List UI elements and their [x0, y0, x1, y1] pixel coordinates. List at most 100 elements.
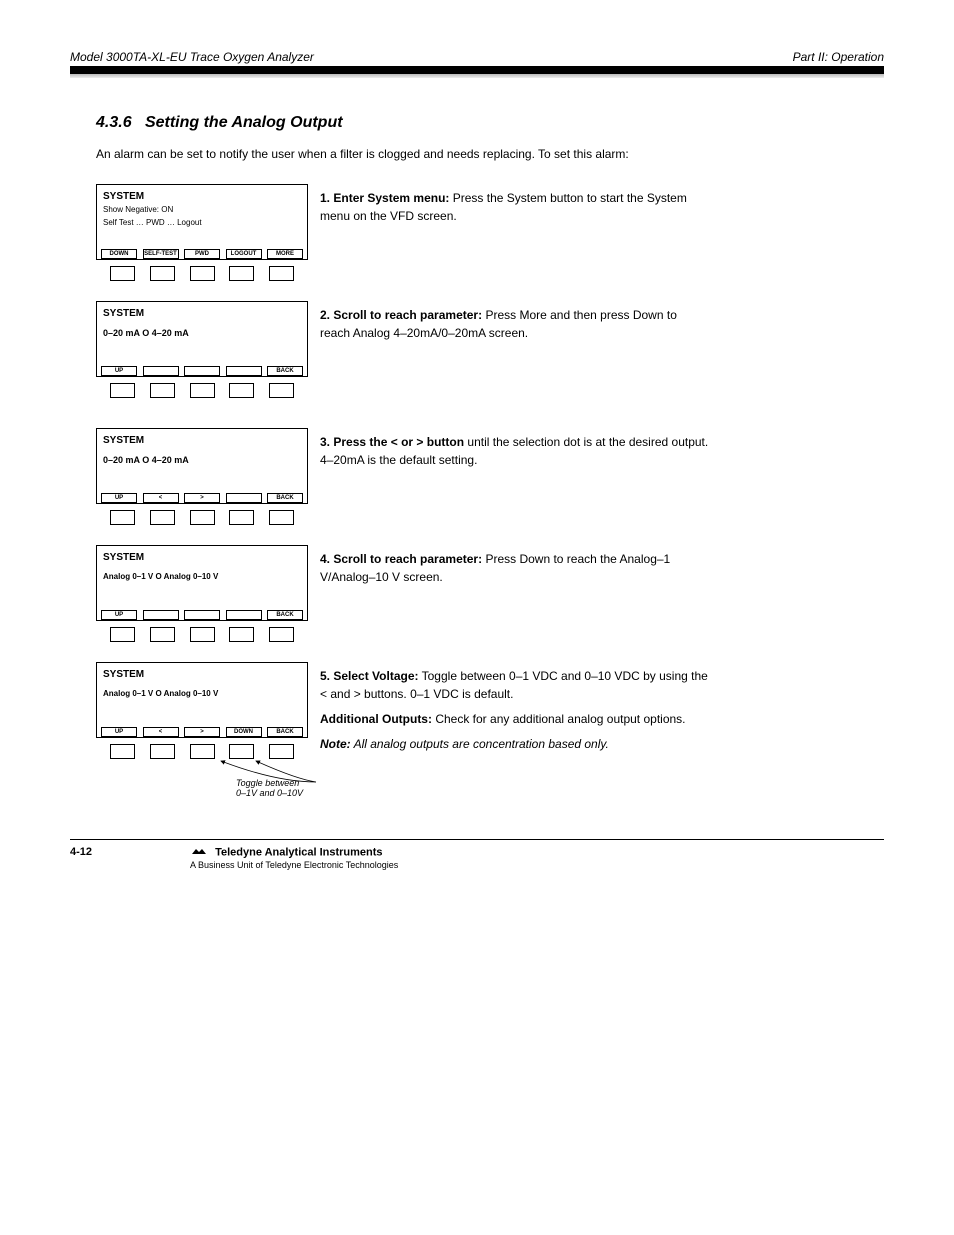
section-number: 4.3.6	[96, 114, 132, 131]
hw-button[interactable]	[229, 627, 254, 642]
step-title: Select Voltage:	[333, 669, 418, 683]
step-4-desc: 4. Scroll to reach parameter: Press Down…	[308, 545, 710, 586]
display-screen: SYSTEM Show Negative: ON Self Test … PWD…	[96, 184, 308, 260]
soft-label: <	[143, 493, 179, 503]
footer-company: Teledyne Analytical Instruments	[215, 846, 383, 858]
soft-label-row: UP < > DOWN BACK	[101, 727, 303, 737]
hw-button[interactable]	[269, 744, 294, 759]
hw-button[interactable]	[110, 383, 135, 398]
button-row	[96, 266, 308, 281]
soft-label: SELF-TEST	[143, 249, 179, 259]
header: Model 3000TA-XL-EU Trace Oxygen Analyzer…	[70, 50, 884, 78]
soft-label	[184, 366, 220, 376]
step-2-desc: 2. Scroll to reach parameter: Press More…	[308, 301, 710, 342]
hw-button[interactable]	[229, 510, 254, 525]
button-row	[96, 383, 308, 398]
step-5-row: SYSTEM Analog 0–1 V O Analog 0–10 V UP <…	[96, 662, 884, 799]
hw-button[interactable]	[269, 627, 294, 642]
soft-label: UP	[101, 610, 137, 620]
screen-title: SYSTEM	[103, 552, 301, 564]
soft-label	[143, 610, 179, 620]
step-4-row: SYSTEM Analog 0–1 V O Analog 0–10 V UP B…	[96, 545, 884, 642]
soft-label: LOGOUT	[226, 249, 262, 259]
soft-label	[226, 493, 262, 503]
soft-label: BACK	[267, 493, 303, 503]
display-screen: SYSTEM 0–20 mA O 4–20 mA UP BACK	[96, 301, 308, 377]
soft-label: MORE	[267, 249, 303, 259]
step-1-row: SYSTEM Show Negative: ON Self Test … PWD…	[96, 184, 884, 281]
page: Model 3000TA-XL-EU Trace Oxygen Analyzer…	[0, 0, 954, 921]
soft-label-row: UP BACK	[101, 366, 303, 376]
display-unit-2: SYSTEM 0–20 mA O 4–20 mA UP BACK	[96, 301, 308, 398]
footer: 4-12 Teledyne Analytical Instruments A B…	[70, 839, 884, 871]
step-num: 3.	[320, 435, 330, 449]
step-title: Scroll to reach parameter:	[333, 308, 482, 322]
hw-button[interactable]	[150, 266, 175, 281]
button-row	[96, 627, 308, 642]
display-unit-5: SYSTEM Analog 0–1 V O Analog 0–10 V UP <…	[96, 662, 308, 799]
page-number: 4-12	[70, 846, 190, 858]
step-5-desc: 5. Select Voltage: Toggle between 0–1 VD…	[308, 662, 710, 754]
screen-line2: Self Test … PWD … Logout	[103, 218, 301, 228]
hw-button[interactable]	[110, 510, 135, 525]
hw-button[interactable]	[269, 510, 294, 525]
screen-line1: Analog 0–1 V O Analog 0–10 V	[103, 689, 301, 698]
soft-label: BACK	[267, 366, 303, 376]
note-label: Note:	[320, 737, 351, 751]
step-num: 2.	[320, 308, 330, 322]
screen-line1: 0–20 mA O 4–20 mA	[103, 455, 301, 465]
step-title: Press the < or > button	[333, 435, 464, 449]
soft-label: >	[184, 493, 220, 503]
soft-label	[226, 610, 262, 620]
hw-button[interactable]	[150, 744, 175, 759]
footer-sub: A Business Unit of Teledyne Electronic T…	[190, 860, 398, 870]
display-unit-4: SYSTEM Analog 0–1 V O Analog 0–10 V UP B…	[96, 545, 308, 642]
soft-label: <	[143, 727, 179, 737]
soft-label: UP	[101, 493, 137, 503]
display-screen: SYSTEM Analog 0–1 V O Analog 0–10 V UP B…	[96, 545, 308, 621]
display-screen: SYSTEM Analog 0–1 V O Analog 0–10 V UP <…	[96, 662, 308, 738]
display-screen: SYSTEM 0–20 mA O 4–20 mA UP < > BACK	[96, 428, 308, 504]
soft-label-row: DOWN SELF-TEST PWD LOGOUT MORE	[101, 249, 303, 259]
hw-button[interactable]	[269, 383, 294, 398]
hw-button[interactable]	[229, 266, 254, 281]
hw-button[interactable]	[110, 744, 135, 759]
hw-button[interactable]	[229, 383, 254, 398]
hw-button[interactable]	[190, 510, 215, 525]
hw-button[interactable]	[269, 266, 294, 281]
header-bar	[70, 66, 884, 74]
step-num: 5.	[320, 669, 330, 683]
section-heading: Setting the Analog Output	[145, 114, 343, 131]
button-row	[96, 510, 308, 525]
soft-label	[184, 610, 220, 620]
step-num: 4.	[320, 552, 330, 566]
hw-button[interactable]	[150, 510, 175, 525]
hw-button[interactable]	[190, 266, 215, 281]
hw-button[interactable]	[110, 627, 135, 642]
hw-button[interactable]	[190, 627, 215, 642]
addnl-body: Check for any additional analog output o…	[435, 712, 685, 726]
hw-button[interactable]	[150, 627, 175, 642]
step-title: Enter System menu:	[333, 191, 449, 205]
button-row	[96, 744, 308, 759]
soft-label: >	[184, 727, 220, 737]
hw-button[interactable]	[190, 383, 215, 398]
soft-label-row: UP < > BACK	[101, 493, 303, 503]
section-title: 4.3.6 Setting the Analog Output	[96, 114, 884, 132]
screen-line1: 0–20 mA O 4–20 mA	[103, 328, 301, 338]
intro-text: An alarm can be set to notify the user w…	[96, 146, 776, 162]
soft-label: PWD	[184, 249, 220, 259]
soft-label-row: UP BACK	[101, 610, 303, 620]
hw-button[interactable]	[190, 744, 215, 759]
display-unit-3: SYSTEM 0–20 mA O 4–20 mA UP < > BACK	[96, 428, 308, 525]
screen-title: SYSTEM	[103, 669, 301, 681]
step-num: 1.	[320, 191, 330, 205]
screen-title: SYSTEM	[103, 191, 301, 203]
soft-label: BACK	[267, 727, 303, 737]
toggle-caption: Toggle between 0–1V and 0–10V	[236, 779, 308, 799]
hw-button[interactable]	[229, 744, 254, 759]
hw-button[interactable]	[110, 266, 135, 281]
soft-label: UP	[101, 366, 137, 376]
note-body: All analog outputs are concentration bas…	[354, 737, 609, 751]
hw-button[interactable]	[150, 383, 175, 398]
